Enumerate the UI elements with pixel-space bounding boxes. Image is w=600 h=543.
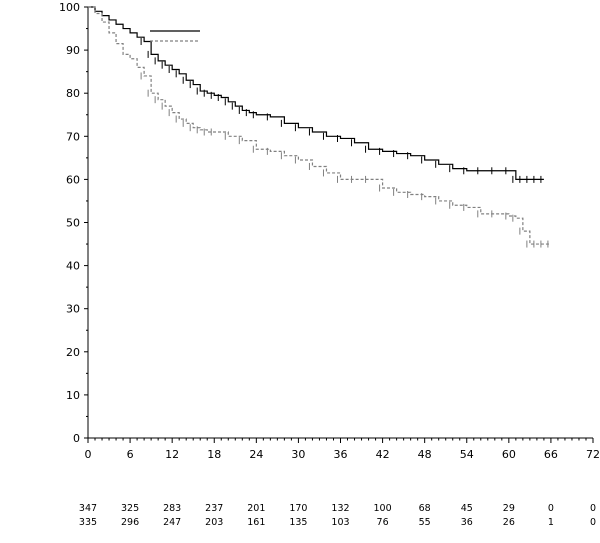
risk-cell: 247 bbox=[163, 517, 181, 528]
risk-cell: 201 bbox=[247, 503, 265, 514]
y-tick-label: 80 bbox=[66, 87, 80, 100]
risk-cell: 237 bbox=[205, 503, 223, 514]
risk-cell: 1 bbox=[548, 517, 554, 528]
risk-cell: 347 bbox=[79, 503, 97, 514]
y-tick-label: 70 bbox=[66, 130, 80, 143]
risk-cell: 132 bbox=[331, 503, 349, 514]
x-tick-label: 42 bbox=[376, 448, 390, 461]
x-tick-label: 24 bbox=[249, 448, 263, 461]
survival-curve-2 bbox=[88, 6, 551, 248]
curve-step-path bbox=[88, 6, 551, 245]
legend bbox=[150, 30, 200, 42]
y-tick-label: 0 bbox=[73, 432, 80, 445]
risk-cell: 26 bbox=[503, 517, 515, 528]
y-tick-label: 30 bbox=[66, 303, 80, 316]
risk-cell: 45 bbox=[461, 503, 473, 514]
y-tick-label: 60 bbox=[66, 173, 80, 186]
y-tick-label: 50 bbox=[66, 217, 80, 230]
x-tick-label: 12 bbox=[165, 448, 179, 461]
x-tick-label: 0 bbox=[85, 448, 92, 461]
risk-cell: 135 bbox=[289, 517, 307, 528]
risk-cell: 335 bbox=[79, 517, 97, 528]
risk-cell: 0 bbox=[590, 503, 596, 514]
risk-row-2: 335 296 247 203 161 135 103 76 55 36 26 1 0 bbox=[79, 517, 596, 528]
x-tick-label: 36 bbox=[334, 448, 348, 461]
y-tick-label: 40 bbox=[66, 260, 80, 273]
x-tick-label: 54 bbox=[460, 448, 474, 461]
risk-cell: 170 bbox=[289, 503, 307, 514]
x-tick-label: 48 bbox=[418, 448, 432, 461]
number-at-risk-table: 347 325 283 237 201 170 132 100 68 45 29 0 0 335 296 24… bbox=[79, 503, 596, 528]
x-tick-label: 60 bbox=[502, 448, 516, 461]
curve-step-path bbox=[88, 6, 544, 180]
risk-cell: 161 bbox=[247, 517, 265, 528]
risk-cell: 76 bbox=[377, 517, 389, 528]
risk-cell: 325 bbox=[121, 503, 139, 514]
survival-curve-1 bbox=[88, 6, 544, 183]
x-tick-label: 30 bbox=[291, 448, 305, 461]
risk-cell: 203 bbox=[205, 517, 223, 528]
risk-cell: 29 bbox=[503, 503, 515, 514]
risk-cell: 36 bbox=[461, 517, 473, 528]
axes: 0 10 20 30 40 50 60 70 80 90 100 0 6 12 18 24 30 36 42 48 54… bbox=[59, 1, 600, 461]
risk-cell: 68 bbox=[419, 503, 431, 514]
risk-cell: 0 bbox=[590, 517, 596, 528]
risk-cell: 100 bbox=[374, 503, 392, 514]
risk-cell: 55 bbox=[419, 517, 431, 528]
risk-cell: 296 bbox=[121, 517, 139, 528]
y-tick-label: 90 bbox=[66, 44, 80, 57]
risk-cell: 283 bbox=[163, 503, 181, 514]
y-tick-label: 100 bbox=[59, 1, 80, 14]
x-tick-label: 66 bbox=[544, 448, 558, 461]
risk-cell: 103 bbox=[331, 517, 349, 528]
x-tick-label: 72 bbox=[586, 448, 600, 461]
x-tick-label: 18 bbox=[207, 448, 221, 461]
series-layer bbox=[88, 6, 551, 248]
x-tick-label: 6 bbox=[127, 448, 134, 461]
risk-row-1: 347 325 283 237 201 170 132 100 68 45 29 0 0 bbox=[79, 503, 596, 514]
y-tick-label: 20 bbox=[66, 346, 80, 359]
risk-cell: 0 bbox=[548, 503, 554, 514]
y-tick-label: 10 bbox=[66, 389, 80, 402]
